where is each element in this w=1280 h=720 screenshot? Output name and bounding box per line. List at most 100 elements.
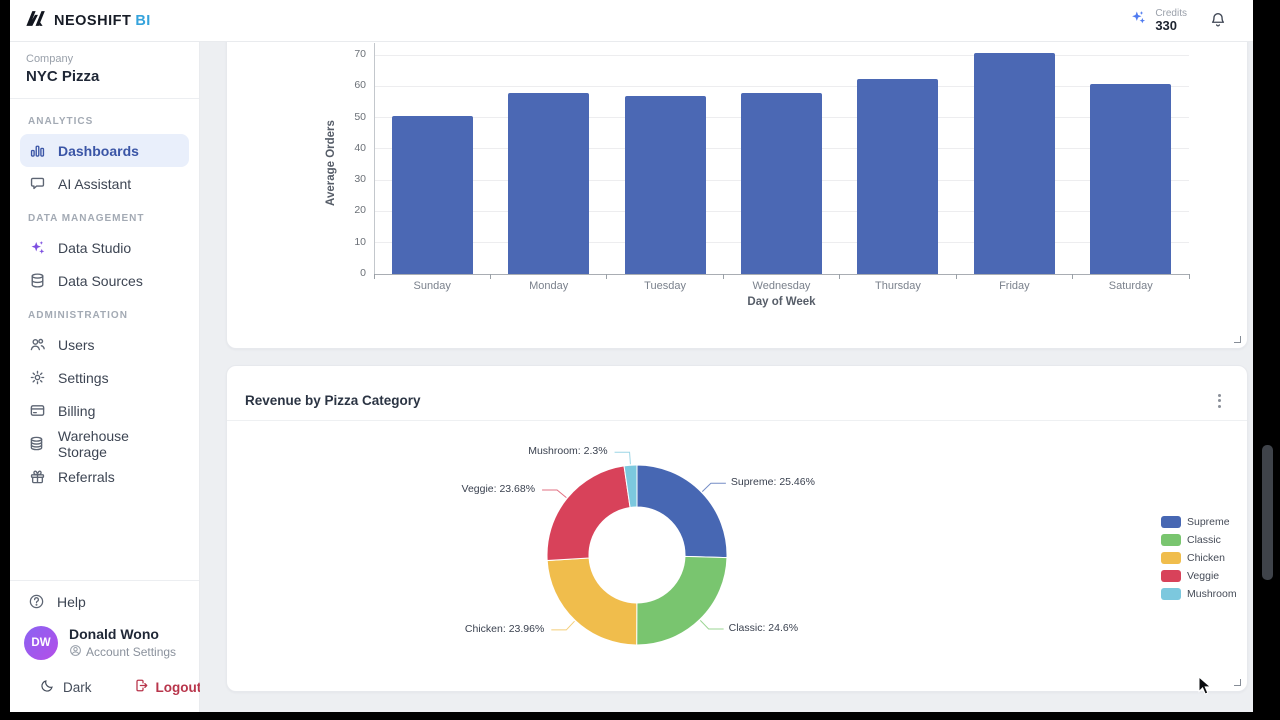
brand-suffix: BI — [135, 12, 151, 29]
sidebar-item-label: Referrals — [58, 468, 115, 485]
x-axis-tick — [839, 274, 841, 279]
scrollbar-thumb[interactable] — [1262, 445, 1273, 580]
sidebar-item-label: Billing — [58, 402, 96, 419]
gift-icon — [28, 468, 46, 485]
brand-logo[interactable]: NEOSHIFT BI — [25, 10, 151, 32]
pie-slice-mushroom[interactable] — [623, 464, 638, 509]
x-axis-tick — [606, 274, 608, 279]
pie-slice-chicken[interactable] — [546, 557, 638, 646]
y-tick-label: 20 — [354, 204, 366, 217]
x-category-label: Friday — [999, 280, 1030, 292]
sidebar-item-referrals[interactable]: Referrals — [20, 460, 189, 493]
sidebar-nav: ANALYTICS Dashboards AI Assistant DATA MANA… — [10, 99, 199, 493]
dark-mode-label: Dark — [63, 679, 92, 695]
credits-value: 330 — [1155, 17, 1178, 33]
legend-label: Classic — [1187, 534, 1221, 546]
logout-button[interactable]: Logout — [134, 678, 202, 696]
legend-item-supreme[interactable]: Supreme — [1161, 516, 1230, 528]
legend-item-mushroom[interactable]: Mushroom — [1161, 588, 1237, 600]
pie-slice-classic[interactable] — [636, 555, 728, 646]
pie-card-title: Revenue by Pizza Category — [245, 393, 421, 408]
gridline — [374, 54, 1189, 56]
bar-thursday[interactable] — [857, 79, 939, 274]
legend-item-classic[interactable]: Classic — [1161, 534, 1221, 546]
help-label: Help — [57, 593, 86, 610]
bar-saturday[interactable] — [1090, 84, 1172, 274]
y-tick-label: 10 — [354, 235, 366, 248]
pie-label-classic: Classic: 24.6% — [728, 622, 799, 634]
sidebar-item-users[interactable]: Users — [20, 328, 189, 361]
bar-sunday[interactable] — [391, 116, 473, 274]
logout-icon — [134, 678, 149, 696]
legend-item-chicken[interactable]: Chicken — [1161, 552, 1225, 564]
credits-label: Credits — [1155, 7, 1187, 19]
sidebar-item-ai-assistant[interactable]: AI Assistant — [20, 167, 189, 200]
legend-label: Mushroom — [1187, 588, 1237, 600]
legend-label: Supreme — [1187, 516, 1230, 528]
panel-resize-handle[interactable] — [1234, 679, 1241, 686]
pie-slice-supreme[interactable] — [636, 464, 728, 559]
bar-tuesday[interactable] — [624, 95, 706, 274]
y-axis-line — [373, 43, 375, 274]
sparkles-icon — [28, 239, 46, 256]
sidebar-item-data-sources[interactable]: Data Sources — [20, 264, 189, 297]
sidebar-item-data-studio[interactable]: Data Studio — [20, 231, 189, 264]
help-button[interactable]: Help — [10, 581, 199, 618]
company-block: Company NYC Pizza — [10, 42, 199, 99]
account-settings-icon — [69, 644, 82, 660]
legend-label: Veggie — [1187, 570, 1220, 582]
company-name: NYC Pizza — [26, 68, 100, 85]
notifications-bell-icon[interactable] — [1209, 11, 1227, 29]
legend-item-veggie[interactable]: Veggie — [1161, 570, 1219, 582]
sparkle-icon — [1130, 9, 1147, 31]
pie-label-supreme: Supreme: 25.46% — [730, 476, 815, 489]
bar-wednesday[interactable] — [741, 92, 822, 274]
moon-icon — [40, 678, 55, 696]
storage-icon — [28, 435, 46, 452]
pie-label-veggie: Veggie: 23.68% — [461, 483, 536, 496]
legend-label: Chicken — [1187, 552, 1225, 564]
bar-friday[interactable] — [973, 52, 1055, 274]
sidebar-item-label: Data Sources — [58, 272, 143, 289]
sidebar-item-billing[interactable]: Billing — [20, 394, 189, 427]
x-axis-title: Day of Week — [747, 296, 816, 308]
sidebar-item-label: Users — [58, 336, 95, 353]
user-profile[interactable]: DW Donald Wono Account Settings — [10, 618, 199, 668]
users-icon — [28, 336, 46, 353]
y-tick-label: 60 — [354, 79, 366, 92]
legend-swatch — [1161, 516, 1181, 528]
logo-bolt-icon — [25, 10, 47, 32]
nav-section-label: ANALYTICS — [28, 116, 94, 127]
logout-label: Logout — [155, 679, 202, 695]
x-category-label: Wednesday — [752, 280, 811, 292]
x-category-label: Tuesday — [644, 280, 686, 292]
x-axis-tick — [722, 274, 724, 279]
x-axis-tick — [955, 274, 957, 279]
credit-card-icon — [28, 402, 46, 419]
legend-swatch — [1161, 570, 1181, 582]
legend-swatch — [1161, 534, 1181, 546]
sidebar-item-label: Settings — [58, 369, 109, 386]
avatar: DW — [24, 626, 58, 660]
sidebar-item-settings[interactable]: Settings — [20, 361, 189, 394]
sidebar-item-warehouse-storage[interactable]: Warehouse Storage — [20, 427, 189, 460]
database-icon — [28, 272, 46, 289]
sidebar-item-dashboards[interactable]: Dashboards — [20, 134, 189, 167]
nav-section-label: ADMINISTRATION — [28, 310, 128, 321]
pie-chart-card: Revenue by Pizza Category Supreme: 25.46… — [226, 365, 1248, 692]
x-axis-tick — [373, 274, 375, 279]
nav-section-label: DATA MANAGEMENT — [28, 213, 145, 224]
sidebar-item-label: AI Assistant — [58, 175, 132, 192]
credits-indicator[interactable]: Credits 330 — [1130, 8, 1187, 33]
gridline — [374, 85, 1189, 87]
x-category-label: Saturday — [1108, 280, 1153, 292]
x-category-label: Monday — [529, 280, 569, 292]
card-menu-kebab-icon[interactable] — [1214, 390, 1225, 412]
pie-slice-veggie[interactable] — [546, 465, 631, 562]
bar-monday[interactable] — [508, 92, 590, 274]
y-tick-label: 30 — [354, 173, 366, 186]
dark-mode-toggle[interactable]: Dark — [40, 678, 92, 696]
panel-resize-handle[interactable] — [1234, 336, 1241, 343]
pie-label-mushroom: Mushroom: 2.3% — [528, 445, 608, 458]
